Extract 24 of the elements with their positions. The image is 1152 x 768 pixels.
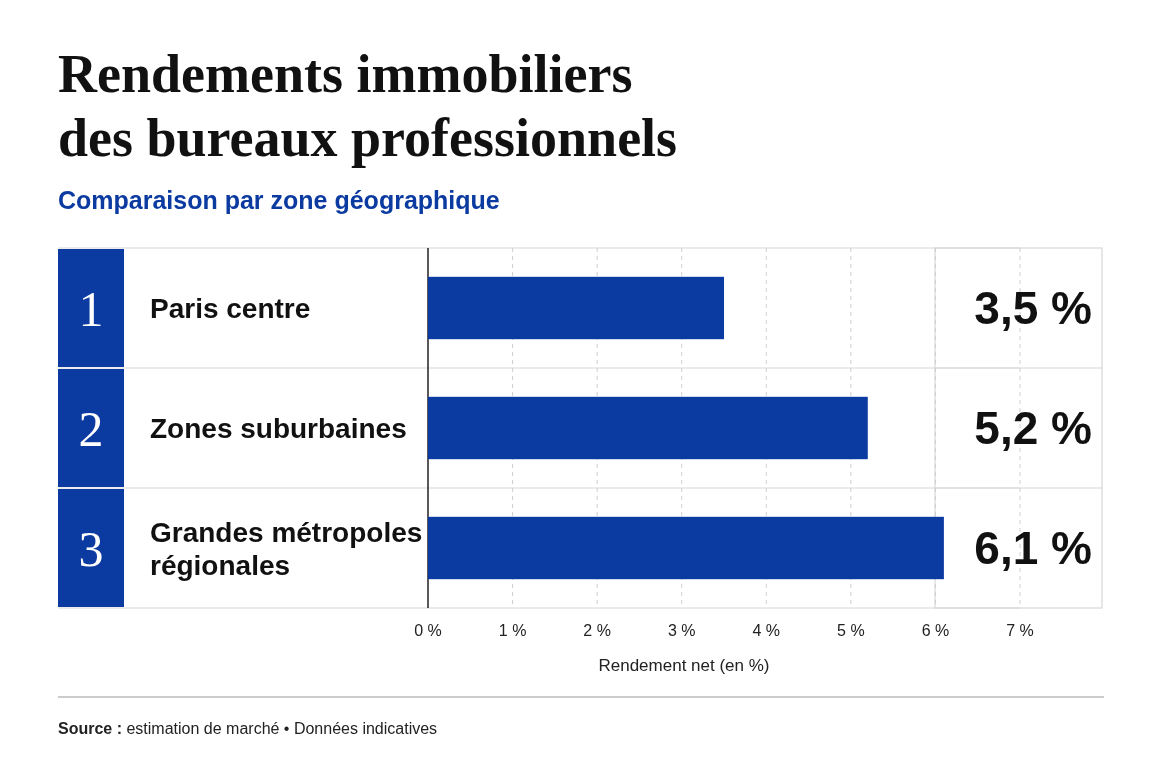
y-tick-label: Zones suburbaines [150, 413, 407, 444]
text: 3 [78, 521, 104, 577]
x-tick-label: 6 % [921, 622, 950, 639]
bar [428, 516, 944, 580]
source-note: Source : estimation de marché • Données indicatives [58, 720, 438, 737]
bar [428, 276, 724, 340]
bar [428, 396, 868, 460]
x-tick-label: 4 % [752, 622, 781, 639]
chart-title: Rendements immobiliers des bureaux professionnels [58, 44, 678, 168]
text: 1 [78, 281, 104, 337]
x-tick-label: 7 % [1006, 622, 1034, 639]
x-axis-title: Rendement net (en %) [598, 656, 770, 675]
data-label: 6,1 % [974, 522, 1092, 574]
x-tick-label: 5 % [837, 622, 865, 639]
data-label: 5,2 % [974, 402, 1092, 454]
x-tick-label: 3 % [667, 622, 696, 639]
data-label: 3,5 % [974, 282, 1092, 334]
x-tick-label: 1 % [498, 622, 527, 639]
text: 2 [78, 401, 104, 457]
chart-subtitle: Comparaison par zone géographique [58, 186, 500, 214]
x-tick-label: 0 % [414, 622, 442, 639]
y-tick-label: Grandes métropoles régionales [150, 517, 423, 581]
y-tick-label: Paris centre [150, 293, 311, 324]
x-tick-label: 2 % [583, 622, 611, 639]
